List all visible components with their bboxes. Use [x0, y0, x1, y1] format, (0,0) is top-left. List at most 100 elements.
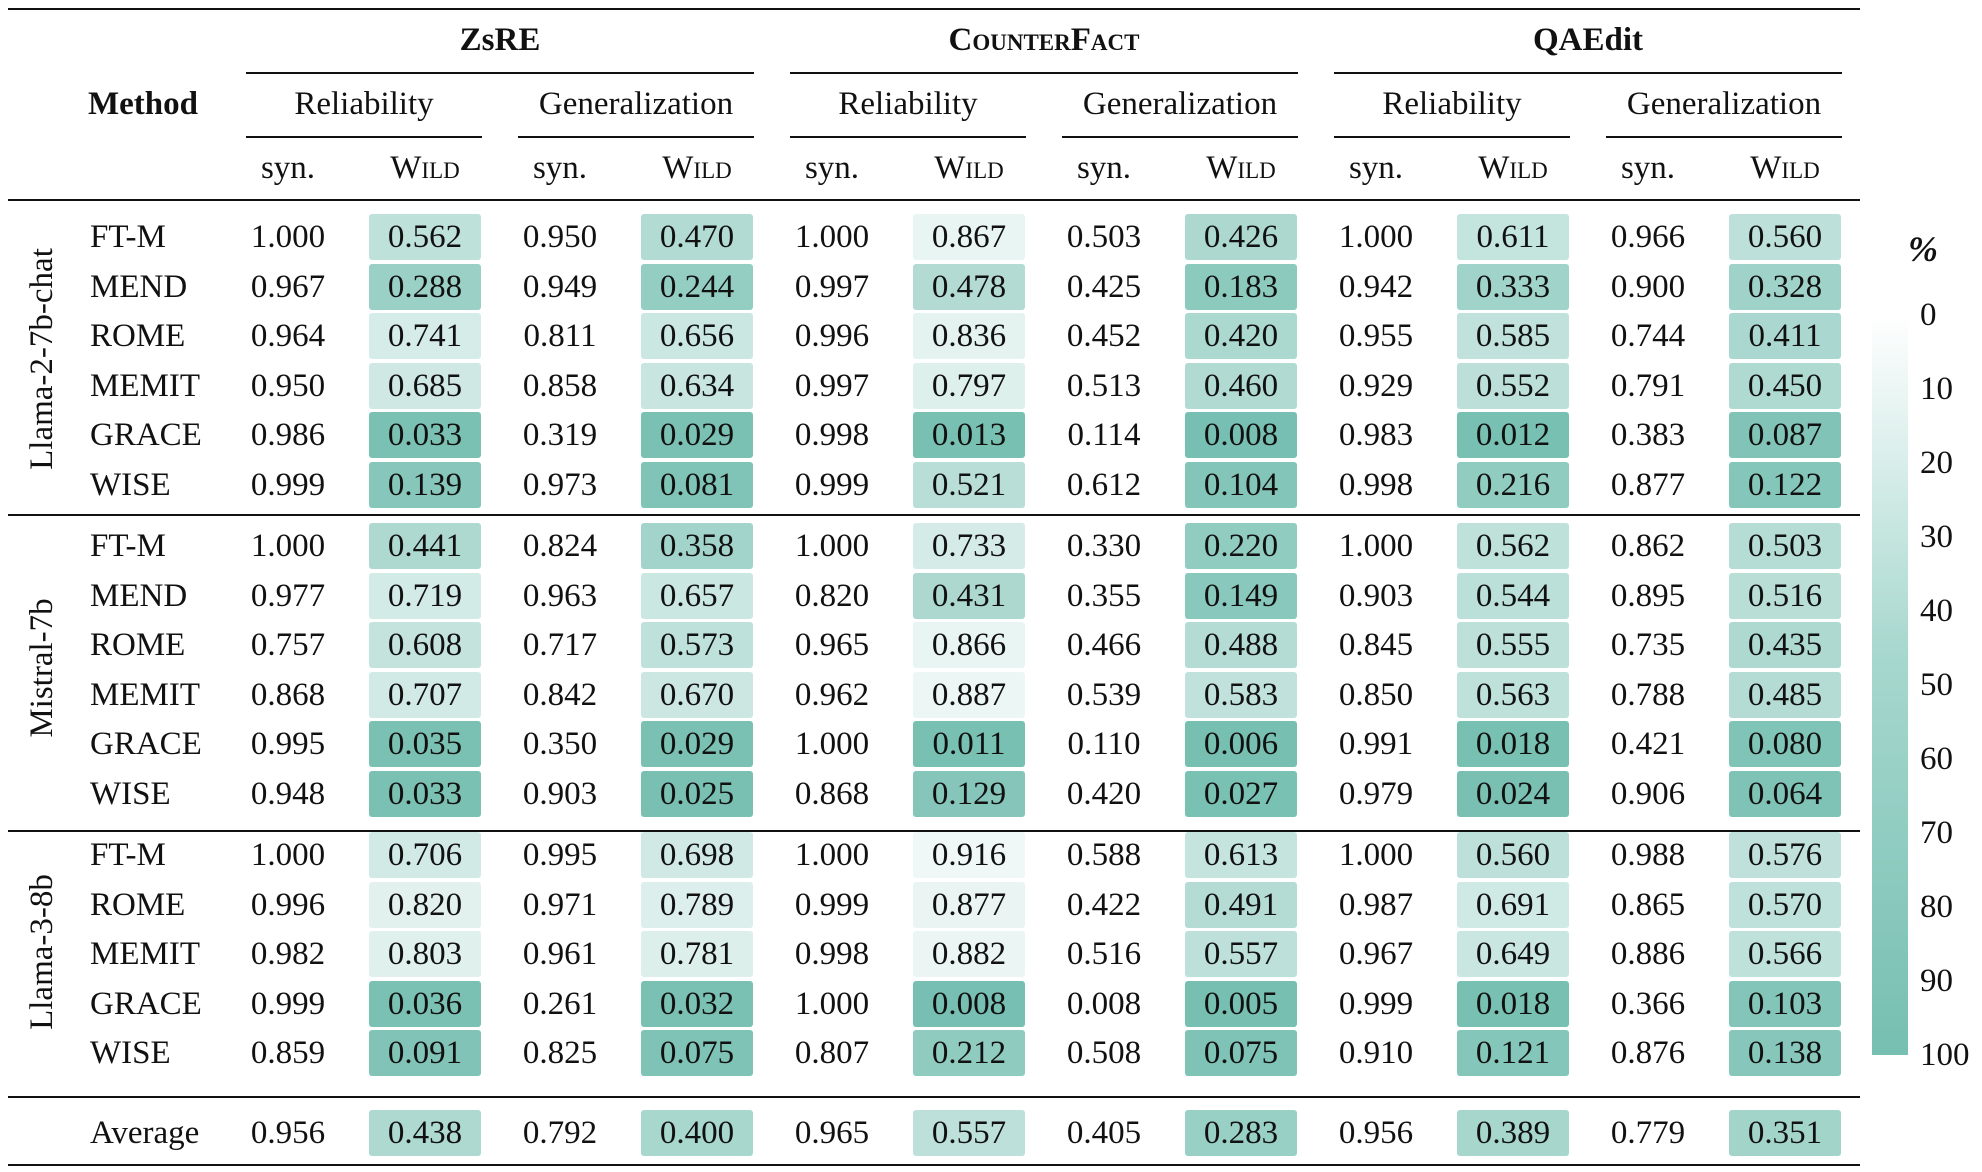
wild-cell-shade	[1457, 461, 1569, 508]
metric-header-1: Reliability	[294, 86, 434, 122]
colorbar-title: %	[1908, 229, 1938, 269]
value-cell: 0.781	[659, 936, 735, 972]
value-cell: 0.583	[1203, 676, 1279, 713]
value-cell: 0.613	[1203, 837, 1279, 873]
value-cell: 0.698	[659, 837, 735, 873]
value-cell: 0.431	[931, 577, 1007, 614]
value-cell: 0.319	[522, 417, 598, 453]
wild-cell-shade	[913, 881, 1025, 928]
value-cell: 0.735	[1610, 627, 1686, 663]
wild-cell-shade	[1185, 523, 1297, 569]
value-cell: 0.997	[794, 367, 870, 404]
wild-cell-shade	[1729, 671, 1841, 718]
value-cell: 1.000	[1338, 219, 1414, 255]
wild-cell-shade	[1729, 461, 1841, 508]
value-cell: 0.355	[1066, 577, 1142, 614]
colorbar-tick: 50	[1920, 667, 1953, 703]
wild-cell-shade	[369, 881, 481, 928]
value-cell: 0.971	[522, 886, 598, 923]
wild-cell-shade	[1185, 362, 1297, 409]
wild-cell-shade	[1185, 671, 1297, 718]
value-cell: 0.877	[931, 886, 1007, 923]
wild-cell-shade	[913, 362, 1025, 409]
value-cell: 0.488	[1203, 627, 1279, 663]
value-cell: 0.691	[1475, 886, 1551, 923]
value-cell: 0.999	[794, 886, 870, 923]
metric-header-2: Generalization	[538, 86, 734, 122]
wild-cell-shade	[641, 671, 753, 718]
value-cell: 0.503	[1747, 528, 1823, 564]
method-name: FT-M	[90, 219, 166, 255]
model-label: Llama-2-7b-chat	[24, 247, 60, 470]
wild-cell-shade	[913, 523, 1025, 569]
value-cell: 0.824	[522, 528, 598, 564]
header-bottom-rule	[8, 199, 1860, 201]
wild-cell-shade	[1729, 1110, 1841, 1156]
wild-cell-shade	[641, 412, 753, 458]
value-cell: 0.005	[1203, 985, 1279, 1022]
value-cell: 0.421	[1610, 726, 1686, 762]
value-cell: 0.032	[659, 985, 735, 1022]
value-cell: 0.997	[794, 268, 870, 305]
value-cell: 0.950	[250, 367, 326, 404]
wild-cell-shade	[1185, 622, 1297, 668]
wild-cell-shade	[1457, 362, 1569, 409]
top-rule	[8, 8, 1860, 10]
value-cell: 0.865	[1610, 886, 1686, 923]
value-cell: 0.634	[659, 367, 735, 404]
value-cell: 0.961	[522, 936, 598, 972]
value-cell: 0.420	[1066, 775, 1142, 812]
value-cell: 0.882	[931, 936, 1007, 972]
value-cell: 0.910	[1338, 1035, 1414, 1071]
value-cell: 0.973	[522, 466, 598, 503]
value-cell: 0.018	[1475, 985, 1551, 1022]
value-cell: 0.351	[1747, 1115, 1823, 1151]
method-header: Method	[88, 86, 198, 122]
wild-cell-shade	[641, 770, 753, 817]
value-cell: 0.544	[1475, 577, 1551, 614]
value-cell: 0.955	[1338, 318, 1414, 354]
colorbar-tick: 30	[1920, 519, 1953, 555]
value-cell: 0.405	[1066, 1115, 1142, 1151]
wild-cell-shade	[1729, 1030, 1841, 1076]
wild-cell-shade	[1185, 214, 1297, 260]
wild-cell-shade	[913, 931, 1025, 977]
value-cell: 0.470	[659, 219, 735, 255]
value-cell: 0.555	[1475, 627, 1551, 663]
colorbar-tick: 100	[1920, 1037, 1970, 1073]
value-cell: 0.503	[1066, 219, 1142, 255]
wild-cell-shade	[641, 980, 753, 1027]
value-cell: 0.657	[659, 577, 735, 614]
wild-cell-shade	[1457, 881, 1569, 928]
wild-cell-shade	[1729, 412, 1841, 458]
colorbar-tick: 10	[1920, 371, 1953, 407]
wild-cell-shade	[1457, 523, 1569, 569]
subcol-header-7: syn.	[1076, 150, 1132, 186]
value-cell: 0.982	[250, 936, 326, 972]
wild-cell-shade	[913, 721, 1025, 767]
average-top-rule	[8, 1096, 1860, 1098]
value-cell: 0.539	[1066, 676, 1142, 713]
wild-cell-shade	[1185, 1110, 1297, 1156]
value-cell: 0.836	[931, 318, 1007, 354]
wild-cell-shade	[1729, 931, 1841, 977]
value-cell: 0.962	[794, 676, 870, 713]
value-cell: 0.183	[1203, 268, 1279, 305]
value-cell: 0.478	[931, 268, 1007, 305]
value-cell: 0.560	[1475, 837, 1551, 873]
wild-cell-shade	[1185, 572, 1297, 619]
value-cell: 0.029	[659, 726, 735, 762]
value-cell: 0.825	[522, 1035, 598, 1071]
value-cell: 0.013	[931, 417, 1007, 453]
value-cell: 0.707	[387, 676, 463, 713]
wild-cell-shade	[1185, 881, 1297, 928]
wild-cell-shade	[1185, 770, 1297, 817]
wild-cell-shade	[1185, 721, 1297, 767]
value-cell: 0.460	[1203, 367, 1279, 404]
value-cell: 0.333	[1475, 268, 1551, 305]
colorbar-tick: 0	[1920, 297, 1937, 333]
value-cell: 0.967	[250, 268, 326, 305]
value-cell: 0.611	[1476, 219, 1550, 255]
method-name: WISE	[90, 466, 171, 503]
value-cell: 0.862	[1610, 528, 1686, 564]
